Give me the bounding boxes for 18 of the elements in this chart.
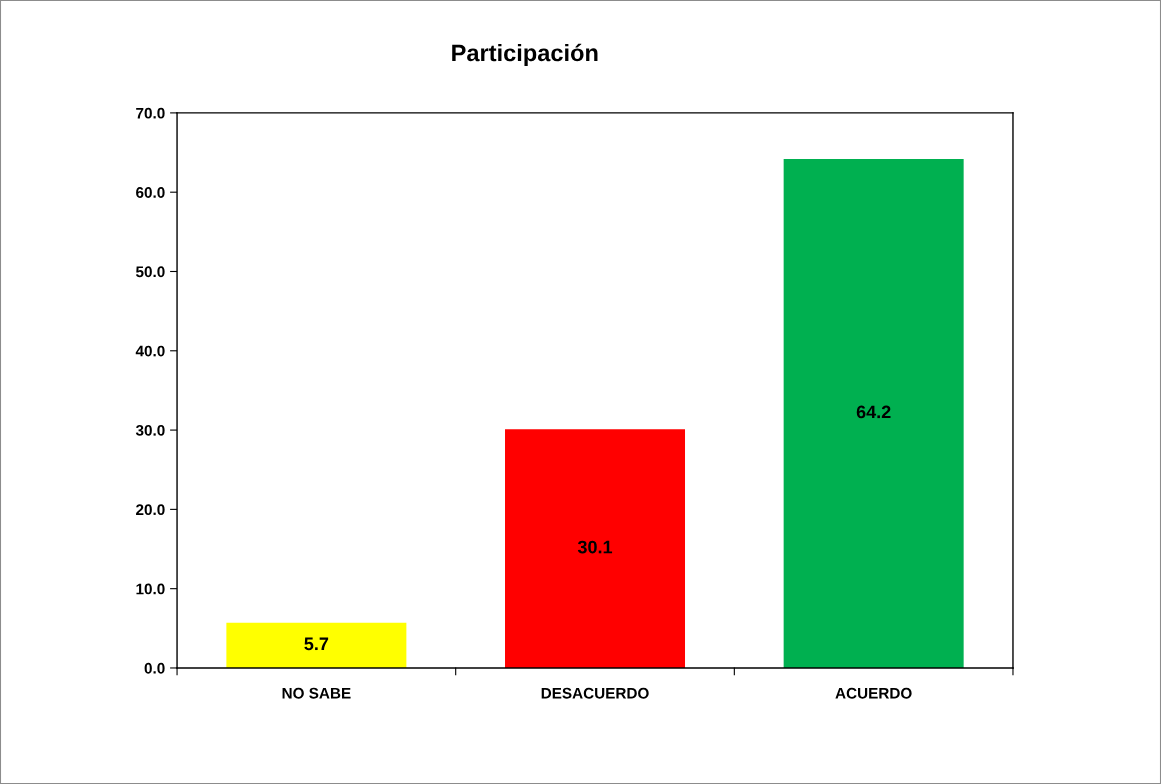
x-tick-label: ACUERDO xyxy=(835,687,912,699)
data-label: 30.1 xyxy=(577,540,613,554)
data-label: 64.2 xyxy=(856,405,891,419)
data-label: 5.7 xyxy=(304,637,329,651)
y-tick-label: 0.0 xyxy=(144,662,165,674)
y-tick-label: 70.0 xyxy=(136,107,165,119)
bar xyxy=(226,622,407,668)
y-tick-label: 40.0 xyxy=(135,345,165,357)
bar xyxy=(783,158,964,668)
x-tick-label: NO SABE xyxy=(282,687,351,699)
x-tick-label: DESACUERDO xyxy=(541,687,649,699)
y-tick-label: 30.0 xyxy=(135,424,165,436)
y-tick-label: 60.0 xyxy=(136,187,165,198)
y-tick-label: 10.0 xyxy=(136,583,165,595)
y-tick-label: 20.0 xyxy=(136,504,165,516)
chart-title: Participación xyxy=(452,43,598,66)
y-tick-label: 50.0 xyxy=(135,266,165,278)
bar xyxy=(505,429,686,668)
